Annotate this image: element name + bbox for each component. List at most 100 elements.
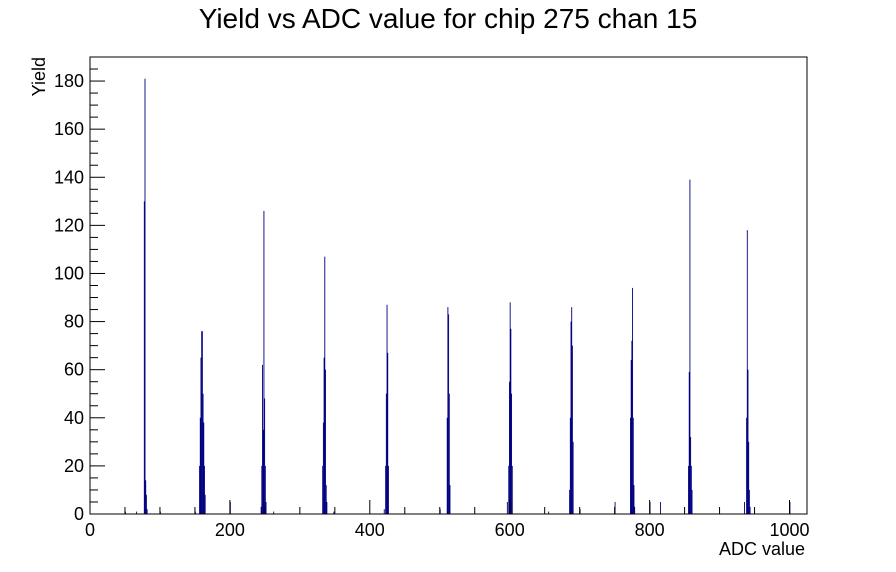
histogram-bin bbox=[260, 506, 262, 514]
histogram-bin bbox=[273, 511, 275, 514]
histogram-bin bbox=[632, 287, 634, 514]
histogram-bin bbox=[144, 78, 146, 515]
histogram-bin bbox=[631, 340, 633, 514]
histogram-bin bbox=[630, 360, 632, 514]
histogram-bin bbox=[448, 314, 450, 514]
y-tick-label: 0 bbox=[74, 504, 84, 524]
histogram-bin bbox=[691, 489, 693, 514]
histogram-bars bbox=[124, 78, 791, 515]
y-tick-label: 120 bbox=[54, 215, 84, 235]
histogram-bin bbox=[262, 429, 264, 514]
histogram-bin bbox=[548, 511, 550, 514]
histogram-bin bbox=[747, 369, 749, 514]
histogram-bin bbox=[510, 328, 512, 514]
histogram-bin bbox=[509, 302, 511, 514]
histogram-bin bbox=[688, 465, 689, 514]
y-tick-label: 20 bbox=[64, 456, 84, 476]
histogram-bin bbox=[324, 256, 326, 514]
histogram-bin bbox=[570, 321, 572, 514]
histogram-bin bbox=[199, 417, 201, 514]
histogram-bin bbox=[264, 465, 266, 514]
histogram-bin bbox=[143, 201, 145, 514]
histogram-bin bbox=[200, 357, 202, 514]
histogram-bin bbox=[265, 501, 267, 514]
x-tick-label: 400 bbox=[355, 520, 385, 540]
histogram-bin bbox=[511, 393, 513, 514]
histogram-bin bbox=[689, 179, 691, 515]
histogram-bin bbox=[146, 509, 148, 514]
histogram-bin bbox=[326, 501, 328, 514]
histogram-bin bbox=[748, 441, 750, 514]
x-tick-label: 800 bbox=[635, 520, 665, 540]
histogram-bin bbox=[508, 465, 510, 514]
x-axis: 0 200 400 600 800 1000 bbox=[85, 500, 810, 540]
histogram-bin bbox=[323, 357, 325, 514]
histogram-bin bbox=[325, 369, 326, 514]
histogram-bin bbox=[630, 417, 631, 514]
histogram-bin bbox=[386, 304, 388, 514]
y-tick-label: 140 bbox=[54, 167, 84, 187]
histogram-bin bbox=[634, 506, 636, 514]
histogram-bin bbox=[506, 501, 508, 514]
histogram-bin bbox=[571, 345, 573, 514]
histogram-bin bbox=[748, 489, 750, 514]
y-tick-label: 160 bbox=[54, 119, 84, 139]
histogram-bin bbox=[385, 393, 387, 514]
histogram-bin bbox=[202, 393, 204, 514]
histogram-bin bbox=[449, 485, 451, 514]
histogram-bin bbox=[571, 307, 573, 514]
histogram-bin bbox=[385, 465, 387, 514]
histogram-bin bbox=[383, 509, 385, 514]
histogram-bin bbox=[264, 398, 266, 514]
y-tick-label: 80 bbox=[64, 312, 84, 332]
histogram-bin bbox=[145, 480, 147, 514]
histogram-bin bbox=[387, 352, 389, 514]
histogram-bin bbox=[204, 494, 206, 514]
histogram-bin bbox=[746, 230, 748, 514]
histogram-bin bbox=[262, 364, 263, 514]
x-tick-label: 1000 bbox=[769, 520, 809, 540]
x-tick-label: 600 bbox=[495, 520, 525, 540]
histogram-bin bbox=[690, 465, 692, 514]
y-axis-label: Yield bbox=[29, 57, 49, 96]
histogram-bin bbox=[690, 437, 692, 514]
histogram-bin bbox=[509, 381, 510, 514]
histogram-bin bbox=[749, 506, 751, 514]
histogram-bin bbox=[569, 489, 571, 514]
histogram-bin bbox=[660, 501, 661, 514]
histogram-bin bbox=[145, 494, 147, 514]
histogram-bin bbox=[201, 331, 203, 514]
histogram-bin bbox=[261, 465, 263, 514]
histogram-bin bbox=[633, 485, 635, 514]
histogram-bin bbox=[387, 465, 389, 514]
histogram-bin bbox=[632, 417, 634, 514]
y-tick-label: 180 bbox=[54, 71, 84, 91]
histogram-bin bbox=[136, 511, 138, 514]
histogram-bin bbox=[448, 393, 450, 514]
histogram-bin bbox=[322, 422, 324, 514]
y-tick-label: 60 bbox=[64, 360, 84, 380]
histogram-bin bbox=[446, 417, 448, 514]
histogram-bin bbox=[572, 441, 574, 514]
histogram-bin bbox=[203, 422, 205, 514]
y-axis: 0 20 40 60 80 100 120 140 160 180 bbox=[54, 56, 105, 524]
histogram-bin bbox=[325, 485, 327, 514]
histogram-bin bbox=[511, 465, 513, 514]
x-tick-label: 200 bbox=[215, 520, 245, 540]
histogram-bin bbox=[447, 307, 449, 514]
histogram-bin bbox=[746, 417, 748, 514]
histogram-bin bbox=[333, 511, 335, 514]
histogram-bin bbox=[201, 331, 203, 514]
chart-title: Yield vs ADC value for chip 275 chan 15 bbox=[199, 3, 698, 34]
x-axis-label: ADC value bbox=[719, 539, 805, 559]
histogram-bin bbox=[263, 210, 265, 514]
y-tick-label: 40 bbox=[64, 408, 84, 428]
histogram-bin bbox=[744, 501, 745, 514]
y-tick-label: 100 bbox=[54, 263, 84, 283]
x-tick-label: 0 bbox=[85, 520, 95, 540]
histogram-bin bbox=[199, 465, 201, 514]
histogram-bin bbox=[204, 465, 205, 514]
histogram-bin bbox=[688, 372, 690, 514]
histogram-bin bbox=[569, 417, 571, 514]
